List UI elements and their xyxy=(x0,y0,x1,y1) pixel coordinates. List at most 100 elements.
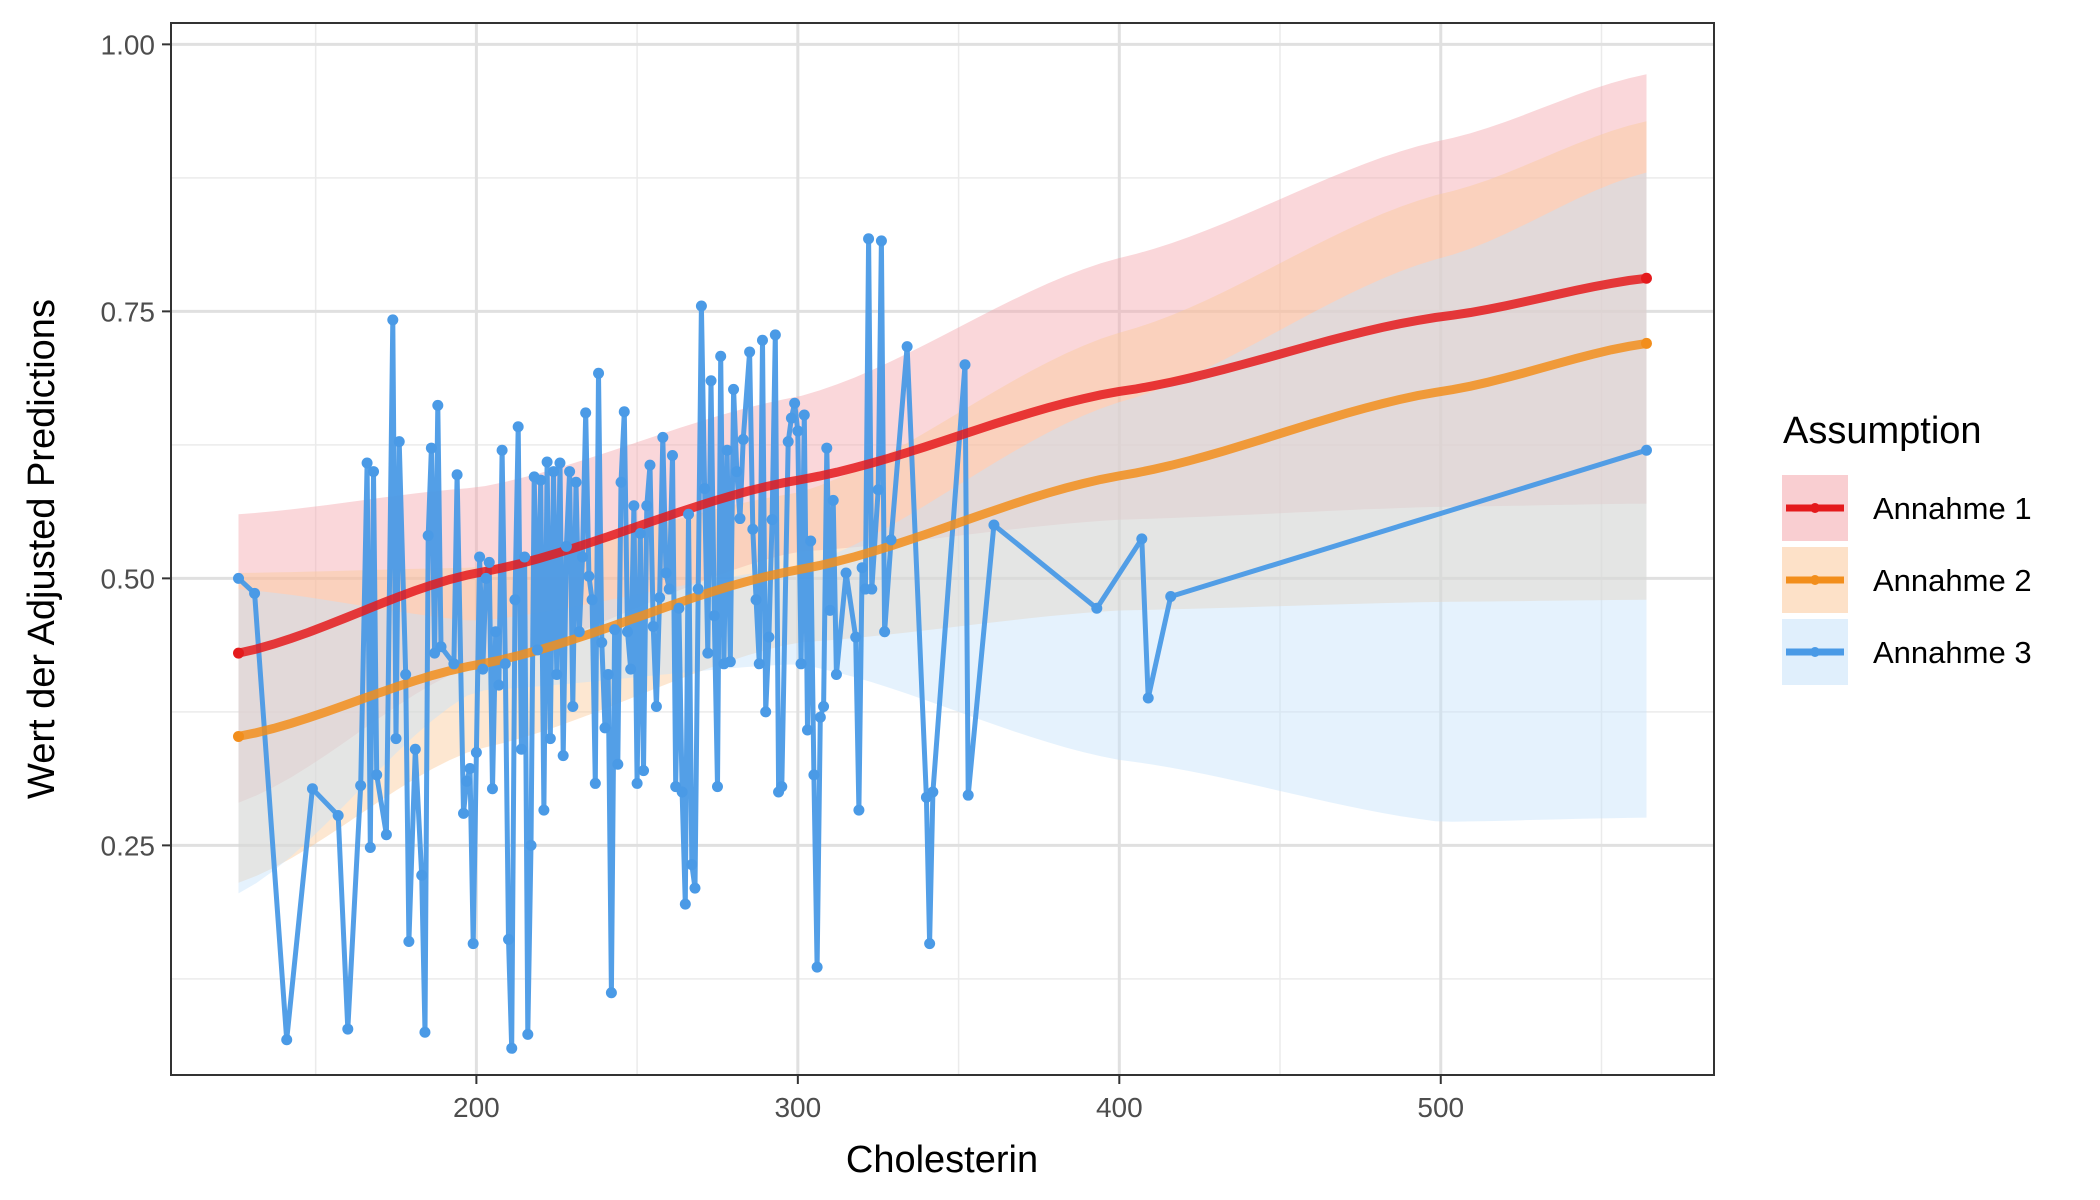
data-point xyxy=(519,551,531,563)
data-point xyxy=(705,375,717,387)
data-point xyxy=(281,1034,293,1046)
data-point xyxy=(486,783,498,795)
data-point xyxy=(551,668,563,680)
data-point xyxy=(557,750,569,762)
y-axis-title: Wert der Adjusted Predictions xyxy=(21,299,63,799)
data-point xyxy=(927,786,939,798)
data-point xyxy=(708,610,720,622)
data-point xyxy=(676,786,688,798)
data-point xyxy=(474,551,486,563)
data-point xyxy=(737,434,749,446)
data-point xyxy=(824,604,836,616)
data-point xyxy=(306,783,318,795)
series-points xyxy=(233,233,1652,1054)
data-point xyxy=(448,658,460,670)
data-point xyxy=(631,777,643,789)
legend-label: Annahme 1 xyxy=(1873,491,2032,526)
data-point xyxy=(583,570,595,582)
data-point xyxy=(387,314,399,326)
data-point xyxy=(609,624,621,636)
data-point xyxy=(875,235,887,247)
data-point xyxy=(695,300,707,312)
data-point xyxy=(548,466,560,478)
data-point xyxy=(988,519,1000,531)
data-point xyxy=(458,807,470,819)
data-point xyxy=(785,412,797,424)
data-point xyxy=(866,583,878,595)
data-point xyxy=(496,444,508,456)
data-point xyxy=(660,567,672,579)
data-point xyxy=(393,436,405,448)
confidence-band-2 xyxy=(238,121,1647,883)
data-point xyxy=(233,647,245,659)
data-point xyxy=(792,425,804,437)
data-point xyxy=(634,528,646,540)
data-point xyxy=(618,406,630,418)
data-point xyxy=(650,701,662,713)
data-point xyxy=(625,663,637,675)
data-point xyxy=(525,839,537,851)
data-point xyxy=(647,620,659,632)
legend-label: Annahme 2 xyxy=(1873,563,2032,598)
data-point xyxy=(863,233,875,245)
data-point xyxy=(728,383,740,395)
data-point xyxy=(480,572,492,584)
data-point xyxy=(769,329,781,341)
data-point xyxy=(249,587,261,599)
data-point xyxy=(641,500,653,512)
data-point xyxy=(885,534,897,546)
data-point xyxy=(573,626,585,638)
x-tick-label: 500 xyxy=(1417,1092,1464,1123)
data-point xyxy=(409,743,421,755)
data-point xyxy=(1091,602,1103,614)
data-point xyxy=(422,530,434,542)
data-point xyxy=(554,457,566,469)
data-point xyxy=(567,701,579,713)
data-point xyxy=(602,668,614,680)
data-point xyxy=(580,407,592,419)
data-point xyxy=(776,781,788,793)
data-point xyxy=(818,701,830,713)
data-point xyxy=(689,882,701,894)
data-point xyxy=(721,444,733,456)
data-point xyxy=(506,1042,518,1054)
data-point xyxy=(451,469,463,481)
data-point xyxy=(782,436,794,448)
data-point xyxy=(702,647,714,659)
data-point xyxy=(1165,591,1177,603)
data-point xyxy=(962,789,974,801)
data-point xyxy=(654,592,666,604)
data-point xyxy=(872,484,884,496)
data-point xyxy=(699,483,711,495)
data-point xyxy=(477,663,489,675)
x-axis-title: Cholesterin xyxy=(846,1139,1038,1181)
data-point xyxy=(361,457,373,469)
data-point xyxy=(1640,444,1652,456)
data-point xyxy=(750,594,762,606)
data-point xyxy=(605,987,617,999)
data-point xyxy=(509,594,521,606)
series-line-2 xyxy=(234,338,1651,741)
data-point xyxy=(853,804,865,816)
legend-key-point xyxy=(1810,647,1820,657)
data-point xyxy=(342,1023,354,1035)
data-point xyxy=(789,397,801,409)
plot-panel-border xyxy=(170,22,1715,1076)
data-point xyxy=(419,1026,431,1038)
y-tick-label: 0.50 xyxy=(101,563,156,594)
data-point xyxy=(734,513,746,525)
data-point xyxy=(470,746,482,758)
data-point xyxy=(1136,533,1148,545)
data-point xyxy=(531,644,543,656)
data-point xyxy=(425,442,437,454)
data-point xyxy=(744,346,756,358)
data-point xyxy=(724,656,736,668)
data-point xyxy=(544,733,556,745)
data-point xyxy=(538,804,550,816)
data-point xyxy=(586,594,598,606)
data-point xyxy=(589,777,601,789)
data-point xyxy=(371,769,383,781)
data-point xyxy=(795,658,807,670)
data-point xyxy=(850,631,862,643)
data-point xyxy=(368,466,380,478)
